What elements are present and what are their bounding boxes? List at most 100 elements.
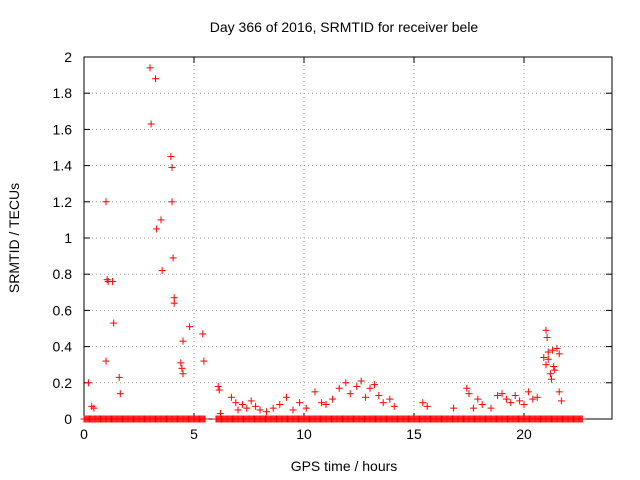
- data-point-marker: [232, 399, 240, 407]
- data-point-marker: [450, 404, 458, 412]
- data-point-marker: [551, 366, 559, 374]
- data-point-marker: [329, 395, 337, 403]
- data-point-marker: [269, 404, 277, 412]
- data-point-marker: [390, 402, 398, 410]
- y-tick-label: 1.4: [53, 158, 73, 174]
- data-point-marker: [84, 379, 92, 387]
- data-point-marker: [322, 401, 330, 409]
- data-point-marker: [550, 363, 558, 371]
- data-point-marker: [353, 382, 361, 390]
- data-point-marker: [543, 334, 551, 342]
- data-point-marker: [474, 395, 482, 403]
- data-point-marker: [216, 410, 224, 418]
- data-point-marker: [502, 395, 510, 403]
- x-tick-labels: 0 5 10 15 20: [80, 426, 532, 442]
- data-point-marker: [346, 390, 354, 398]
- data-point-marker: [544, 348, 552, 356]
- data-point-marker: [282, 393, 290, 401]
- data-point-marker: [200, 357, 208, 365]
- data-point-marker: [487, 404, 495, 412]
- x-axis-label: GPS time / hours: [291, 458, 398, 474]
- y-tick-label: 2: [64, 49, 72, 65]
- x-tick-label: 15: [406, 426, 422, 442]
- data-point-marker: [157, 216, 165, 224]
- data-point-marker: [252, 402, 260, 410]
- data-point-marker: [318, 399, 326, 407]
- data-point-marker: [469, 404, 477, 412]
- data-point-marker: [90, 404, 98, 412]
- data-point-marker: [289, 406, 297, 414]
- y-tick-label: 1.2: [53, 194, 73, 210]
- data-point-marker: [243, 404, 251, 412]
- data-point-marker: [465, 390, 473, 398]
- data-point-marker: [540, 353, 548, 361]
- data-point-marker: [548, 375, 555, 383]
- data-point-marker: [478, 401, 486, 409]
- data-points: [80, 64, 586, 423]
- x-tick-label: 0: [80, 426, 88, 442]
- data-point-marker: [179, 337, 187, 345]
- grid-lines: [84, 57, 612, 419]
- data-point-marker: [366, 384, 374, 392]
- x-tick-label: 10: [296, 426, 312, 442]
- data-point-marker: [158, 267, 166, 275]
- data-point-marker: [557, 397, 565, 405]
- data-point-marker: [109, 277, 117, 285]
- data-point-marker: [227, 393, 235, 401]
- data-point-marker: [276, 401, 284, 409]
- y-tick-label: 0.8: [53, 266, 73, 282]
- data-point-marker: [362, 393, 370, 401]
- data-point-marker: [152, 75, 159, 83]
- data-point-marker: [524, 388, 532, 396]
- data-point-marker: [520, 401, 528, 409]
- data-point-marker: [386, 395, 394, 403]
- data-point-marker: [507, 399, 515, 407]
- data-point-marker: [463, 384, 471, 392]
- data-point-marker: [311, 388, 319, 396]
- y-tick-label: 1.6: [53, 121, 73, 137]
- data-point-marker: [147, 120, 155, 128]
- data-point-marker: [168, 163, 176, 171]
- data-point-marker: [247, 397, 255, 405]
- y-tick-labels: 0 0.2 0.4 0.6 0.8 1 1.2 1.4 1.6 1.8 2: [53, 49, 73, 427]
- x-tick-label: 20: [516, 426, 532, 442]
- data-point-marker: [511, 391, 519, 399]
- data-point-marker: [555, 388, 563, 396]
- data-point-marker: [375, 391, 383, 399]
- data-point-marker: [423, 402, 431, 410]
- zero-value-band: [212, 415, 586, 423]
- data-point-marker: [494, 391, 502, 399]
- data-point-marker: [238, 401, 246, 409]
- data-point-marker: [553, 344, 561, 352]
- data-point-marker: [516, 397, 524, 405]
- data-point-marker: [302, 404, 310, 412]
- data-point-marker: [170, 299, 178, 307]
- data-point-marker: [546, 370, 554, 378]
- data-point-marker: [544, 355, 552, 363]
- y-tick-label: 1: [64, 230, 72, 246]
- data-point-marker: [178, 364, 186, 372]
- data-point-marker: [153, 225, 161, 233]
- data-point-marker: [263, 408, 271, 416]
- data-point-marker: [533, 393, 541, 401]
- data-point-marker: [115, 373, 123, 381]
- data-point-marker: [555, 350, 563, 358]
- data-point-marker: [335, 384, 343, 392]
- data-point-marker: [342, 379, 350, 387]
- y-axis-label: SRMTID / TECUs: [6, 183, 22, 293]
- data-point-marker: [103, 276, 111, 284]
- data-point-marker: [370, 381, 378, 389]
- data-point-marker: [542, 326, 550, 334]
- data-point-marker: [529, 395, 537, 403]
- data-point-marker: [102, 198, 110, 206]
- data-point-marker: [177, 359, 185, 367]
- chart-title: Day 366 of 2016, SRMTID for receiver bel…: [210, 19, 479, 35]
- data-point-marker: [256, 406, 264, 414]
- data-point-marker: [234, 406, 242, 414]
- data-point-marker: [542, 361, 550, 369]
- y-tick-label: 0.4: [53, 339, 73, 355]
- data-point-marker: [186, 323, 194, 331]
- data-point-marker: [419, 399, 427, 407]
- y-tick-label: 0.2: [53, 375, 73, 391]
- data-point-marker: [110, 319, 118, 327]
